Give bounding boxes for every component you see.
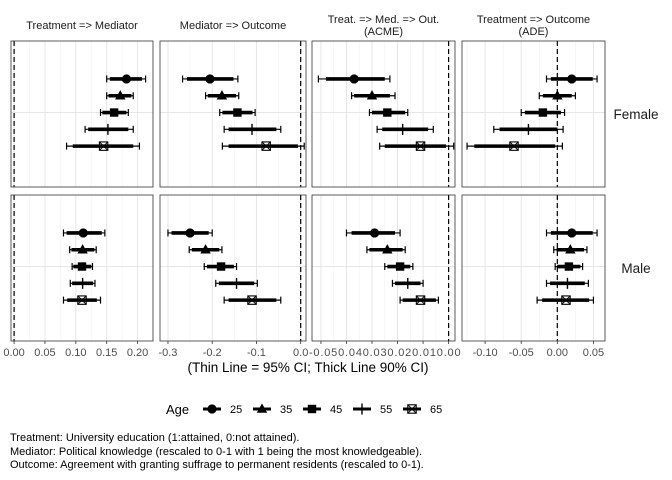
estimate-2-0-age-45-point xyxy=(383,108,392,117)
estimate-1-1-age-25-point xyxy=(185,228,195,238)
x-tick-label-3-3: 0.05 xyxy=(583,347,604,359)
x-tick-label-1-2: -0.1 xyxy=(247,347,266,359)
estimate-3-0-age-65-point xyxy=(509,141,519,151)
estimate-2-1-age-65-point-cross xyxy=(415,295,426,305)
panel-bg-2-1 xyxy=(312,195,455,341)
faceted-ci-chart: Treatment => Mediator 0.00 0.05 0.10 0.15 0.2… xyxy=(3,14,658,417)
estimate-3-0-age-35-point xyxy=(552,90,563,100)
estimate-0-0-age-65-point xyxy=(98,141,109,151)
estimate-2-0-age-65-point xyxy=(415,141,426,151)
note-outcome: Outcome: Agreement with granting suffrag… xyxy=(10,459,424,471)
panel-bg-3-1 xyxy=(462,195,605,341)
estimate-1-1-age-65-point-cross xyxy=(247,295,257,305)
legend-label-55: 55 xyxy=(380,404,392,416)
legend-key-35 xyxy=(256,403,268,413)
panel-title-2-0: Treat. => Med. => Out. xyxy=(328,14,439,26)
estimate-1-0-age-55-point xyxy=(247,123,258,135)
estimate-0-0-age-25-point xyxy=(121,74,132,84)
panel-title-1-0: Mediator => Outcome xyxy=(180,20,286,32)
estimate-3-1-age-35-point xyxy=(565,244,576,254)
legend-key-65-cross xyxy=(407,404,417,414)
x-tick-label-1-1: -0.2 xyxy=(203,347,222,359)
x-tick-label-0-2: 0.10 xyxy=(65,347,86,359)
estimate-3-1-age-55-point xyxy=(562,277,573,289)
x-tick-label-3-2: 0.00 xyxy=(547,347,568,359)
panel-border-2-1 xyxy=(311,194,456,342)
x-tick-label-0-0: 0.00 xyxy=(3,347,24,359)
estimate-2-1-age-35-point xyxy=(382,244,393,254)
panel-border-0-0 xyxy=(10,40,154,188)
legend-label-65: 65 xyxy=(430,404,442,416)
panel-title-3-1: (ADE) xyxy=(519,26,549,38)
estimate-1-1-age-45-point xyxy=(216,262,226,271)
estimate-1-1-age-35-point xyxy=(200,244,211,254)
estimate-1-0-age-65-point-cross xyxy=(261,141,271,151)
estimate-2-1-age-45-point xyxy=(395,262,405,271)
panel-border-3-0 xyxy=(461,40,606,188)
x-tick-label-0-3: 0.15 xyxy=(96,347,117,359)
panel-title-2-1: (ACME) xyxy=(364,26,403,38)
panel-bg-0-0 xyxy=(11,41,153,187)
panel-title-3-0: Treatment => Outcome xyxy=(477,14,590,26)
estimate-3-1-age-45-point xyxy=(564,262,574,271)
legend-title: Age xyxy=(166,402,189,417)
estimate-1-0-age-45-point xyxy=(233,108,242,117)
estimate-1-1-age-55-point xyxy=(231,277,242,289)
estimate-3-0-age-55-point xyxy=(523,123,534,135)
legend-key-55 xyxy=(357,403,367,415)
estimate-1-1-age-65-point xyxy=(247,295,257,305)
estimate-0-0-age-55-point xyxy=(102,123,113,135)
estimate-2-0-age-55-point xyxy=(397,123,408,135)
chart-notes: Treatment: University education (1:attai… xyxy=(10,432,424,473)
panel-border-1-0 xyxy=(159,40,307,188)
estimate-3-1-age-65-point-cross xyxy=(561,295,571,305)
estimate-0-1-age-55-point xyxy=(77,277,88,289)
estimate-2-1-age-55-point xyxy=(402,277,413,289)
estimate-3-0-age-65-point-cross xyxy=(509,141,519,151)
estimate-0-1-age-65-point xyxy=(77,295,87,305)
x-tick-label-3-1: -0.05 xyxy=(509,347,534,359)
x-tick-label-1-0: -0.3 xyxy=(158,347,177,359)
estimate-0-1-age-35-point xyxy=(77,244,88,254)
estimate-1-0-age-65-point xyxy=(261,141,271,151)
row-label-male: Male xyxy=(621,261,650,276)
estimate-2-1-age-25-point xyxy=(369,228,380,238)
estimate-1-0-age-35-point xyxy=(216,90,228,100)
estimate-3-1-age-25-point xyxy=(567,228,577,238)
legend-label-25: 25 xyxy=(230,404,242,416)
note-treatment: Treatment: University education (1:attai… xyxy=(10,432,300,444)
estimate-2-0-age-35-point xyxy=(366,90,378,100)
legend-label-45: 45 xyxy=(330,404,342,416)
estimate-2-1-age-65-point xyxy=(415,295,426,305)
legend-key-25 xyxy=(207,404,217,414)
estimate-3-0-age-45-point xyxy=(538,108,548,117)
x-axis-label: (Thin Line = 95% CI; Thick Line 90% CI) xyxy=(188,360,429,375)
panel-title-0-0: Treatment => Mediator xyxy=(26,20,138,32)
x-tick-labels-2: -0.050.040.030.020.010.00 xyxy=(309,347,461,359)
panel-border-1-1 xyxy=(159,194,307,342)
row-label-female: Female xyxy=(613,107,658,122)
estimate-2-0-age-65-point-cross xyxy=(415,141,426,151)
estimate-0-1-age-25-point xyxy=(78,228,88,238)
panel-border-2-0 xyxy=(311,40,456,188)
x-tick-label-1-3: 0.0 xyxy=(293,347,308,359)
panel-border-3-1 xyxy=(461,194,606,342)
estimate-0-0-age-35-point xyxy=(115,90,126,100)
legend-label-35: 35 xyxy=(280,404,292,416)
legend-key-45 xyxy=(307,404,317,414)
x-tick-label-0-4: 0.20 xyxy=(127,347,148,359)
estimate-0-1-age-45-point xyxy=(77,262,87,271)
note-mediator: Mediator: Political knowledge (rescaled … xyxy=(10,445,423,458)
estimate-3-1-age-65-point xyxy=(561,295,571,305)
estimate-1-0-age-25-point xyxy=(205,74,215,84)
panel-border-0-1 xyxy=(10,194,154,342)
estimate-0-0-age-45-point xyxy=(109,108,119,117)
estimate-0-1-age-65-point-cross xyxy=(77,295,87,305)
x-tick-label-0-1: 0.05 xyxy=(34,347,55,359)
legend-key-65 xyxy=(407,404,417,414)
estimate-2-0-age-25-point xyxy=(349,74,359,84)
estimate-0-0-age-65-point-cross xyxy=(99,141,109,151)
estimate-3-0-age-25-point xyxy=(567,74,577,84)
x-tick-label-3-0: -0.10 xyxy=(473,347,498,359)
